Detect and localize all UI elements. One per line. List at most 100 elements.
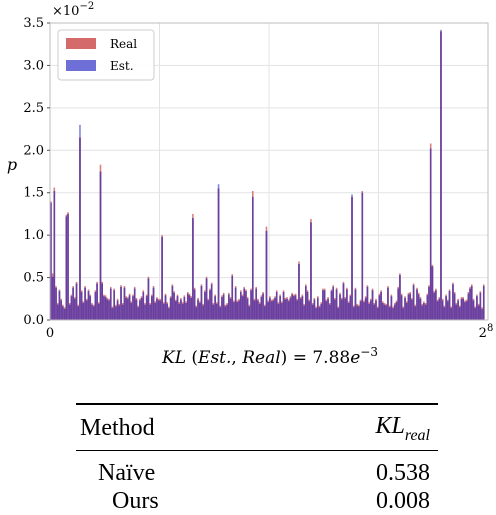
bar-overlap (245, 291, 247, 320)
bar-overlap (459, 307, 461, 320)
bar-overlap (154, 303, 157, 320)
bar-overlap (275, 291, 278, 320)
bar-overlap (277, 303, 280, 320)
bar-overlap (349, 296, 352, 320)
bar-overlap (453, 293, 456, 320)
x-axis: 0 28 (46, 323, 493, 341)
bar-overlap (392, 308, 394, 320)
bar-overlap (339, 294, 341, 320)
bar-overlap (217, 188, 220, 320)
bar-overlap (423, 303, 425, 320)
bar-overlap (359, 301, 362, 320)
bar-overlap (255, 288, 257, 320)
bar-overlap (272, 300, 275, 320)
x-tick-label: 0 (46, 326, 54, 341)
plot-frame (49, 22, 489, 321)
bar-overlap (387, 287, 389, 320)
bar-overlap (448, 291, 451, 320)
bar-overlap (447, 301, 449, 320)
bar-overlap (431, 266, 434, 320)
bar-overlap (429, 148, 432, 320)
bar-overlap (265, 230, 268, 320)
bar-overlap (58, 291, 61, 320)
bar-overlap (436, 301, 439, 320)
bar-overlap (144, 304, 146, 320)
bar-overlap (270, 301, 273, 320)
bar-overlap (289, 297, 292, 320)
bar-overlap (222, 294, 225, 320)
bar-overlap (253, 300, 256, 320)
bar-overlap (325, 301, 328, 320)
bar-overlap (296, 300, 299, 320)
bar-overlap (193, 289, 196, 320)
bar-overlap (140, 297, 143, 320)
bar-overlap (301, 296, 304, 320)
series-overlap (50, 31, 485, 320)
bar-overlap (479, 292, 482, 320)
bar-overlap (332, 286, 334, 320)
bar-overlap (152, 287, 155, 320)
bar-overlap (125, 297, 127, 320)
y-tick-label: 2.0 (23, 143, 44, 158)
bar-overlap (412, 285, 415, 320)
bar-overlap (441, 300, 444, 320)
bar-overlap (337, 308, 340, 320)
bar-overlap (335, 289, 338, 320)
bar-overlap (334, 299, 336, 320)
bar-overlap (243, 288, 246, 320)
bar-overlap (130, 303, 133, 320)
bar-overlap (322, 290, 324, 320)
y-multiplier: ×10−2 (52, 1, 94, 19)
bar-overlap (433, 292, 435, 320)
bar-overlap (198, 303, 201, 320)
bar-overlap (424, 304, 427, 320)
bar-overlap (327, 298, 329, 320)
bar-overlap (147, 278, 150, 320)
bar-overlap (366, 286, 369, 320)
bar-overlap (470, 286, 473, 320)
bar-overlap (306, 291, 309, 320)
bar-overlap (346, 289, 348, 320)
bar-overlap (291, 294, 293, 320)
header-method: Method (80, 414, 155, 441)
bar-overlap (60, 300, 62, 320)
bar-overlap (257, 300, 259, 320)
bar-overlap (92, 306, 95, 320)
bar-overlap (382, 303, 384, 320)
bar-overlap (229, 298, 232, 320)
legend-box (57, 29, 155, 81)
bar-overlap (180, 299, 182, 320)
bar-overlap (395, 302, 398, 320)
bar-overlap (438, 298, 441, 320)
bar-overlap (197, 299, 199, 320)
bar-overlap (133, 288, 136, 320)
bar-overlap (68, 304, 71, 320)
bar-overlap (368, 303, 370, 320)
bar-overlap (472, 300, 475, 320)
bar-overlap (416, 289, 418, 320)
bar-overlap (457, 300, 459, 320)
bar-overlap (132, 296, 134, 320)
bar-overlap (393, 304, 396, 320)
bar-overlap (305, 286, 307, 320)
bar-overlap (75, 283, 78, 320)
bar-overlap (445, 296, 447, 320)
bar-overlap (82, 303, 85, 320)
y-tick-label: 2.5 (23, 101, 44, 116)
chart-svg: 0.0 0.5 1.0 1.5 2.0 2.5 3.0 3.5 0 28 ×10−2 p KL … (7, 1, 493, 368)
bar-overlap (246, 298, 249, 320)
bar-overlap (67, 213, 69, 320)
bar-overlap (219, 307, 222, 320)
bar-overlap (376, 308, 379, 320)
bar-overlap (352, 307, 355, 320)
y-axis: 0.0 0.5 1.0 1.5 2.0 2.5 3.0 3.5 (23, 16, 50, 328)
bar-overlap (361, 192, 364, 320)
header-kl-main: KL (375, 413, 405, 439)
bar-overlap (414, 306, 417, 320)
table-header-row: Method KLreal (76, 405, 438, 450)
bar-overlap (164, 295, 167, 320)
results-table: Method KLreal Naïve 0.538 Ours 0.008 (76, 403, 438, 515)
bar-overlap (385, 305, 388, 320)
bar-overlap (106, 299, 109, 320)
bar-overlap (200, 286, 203, 320)
